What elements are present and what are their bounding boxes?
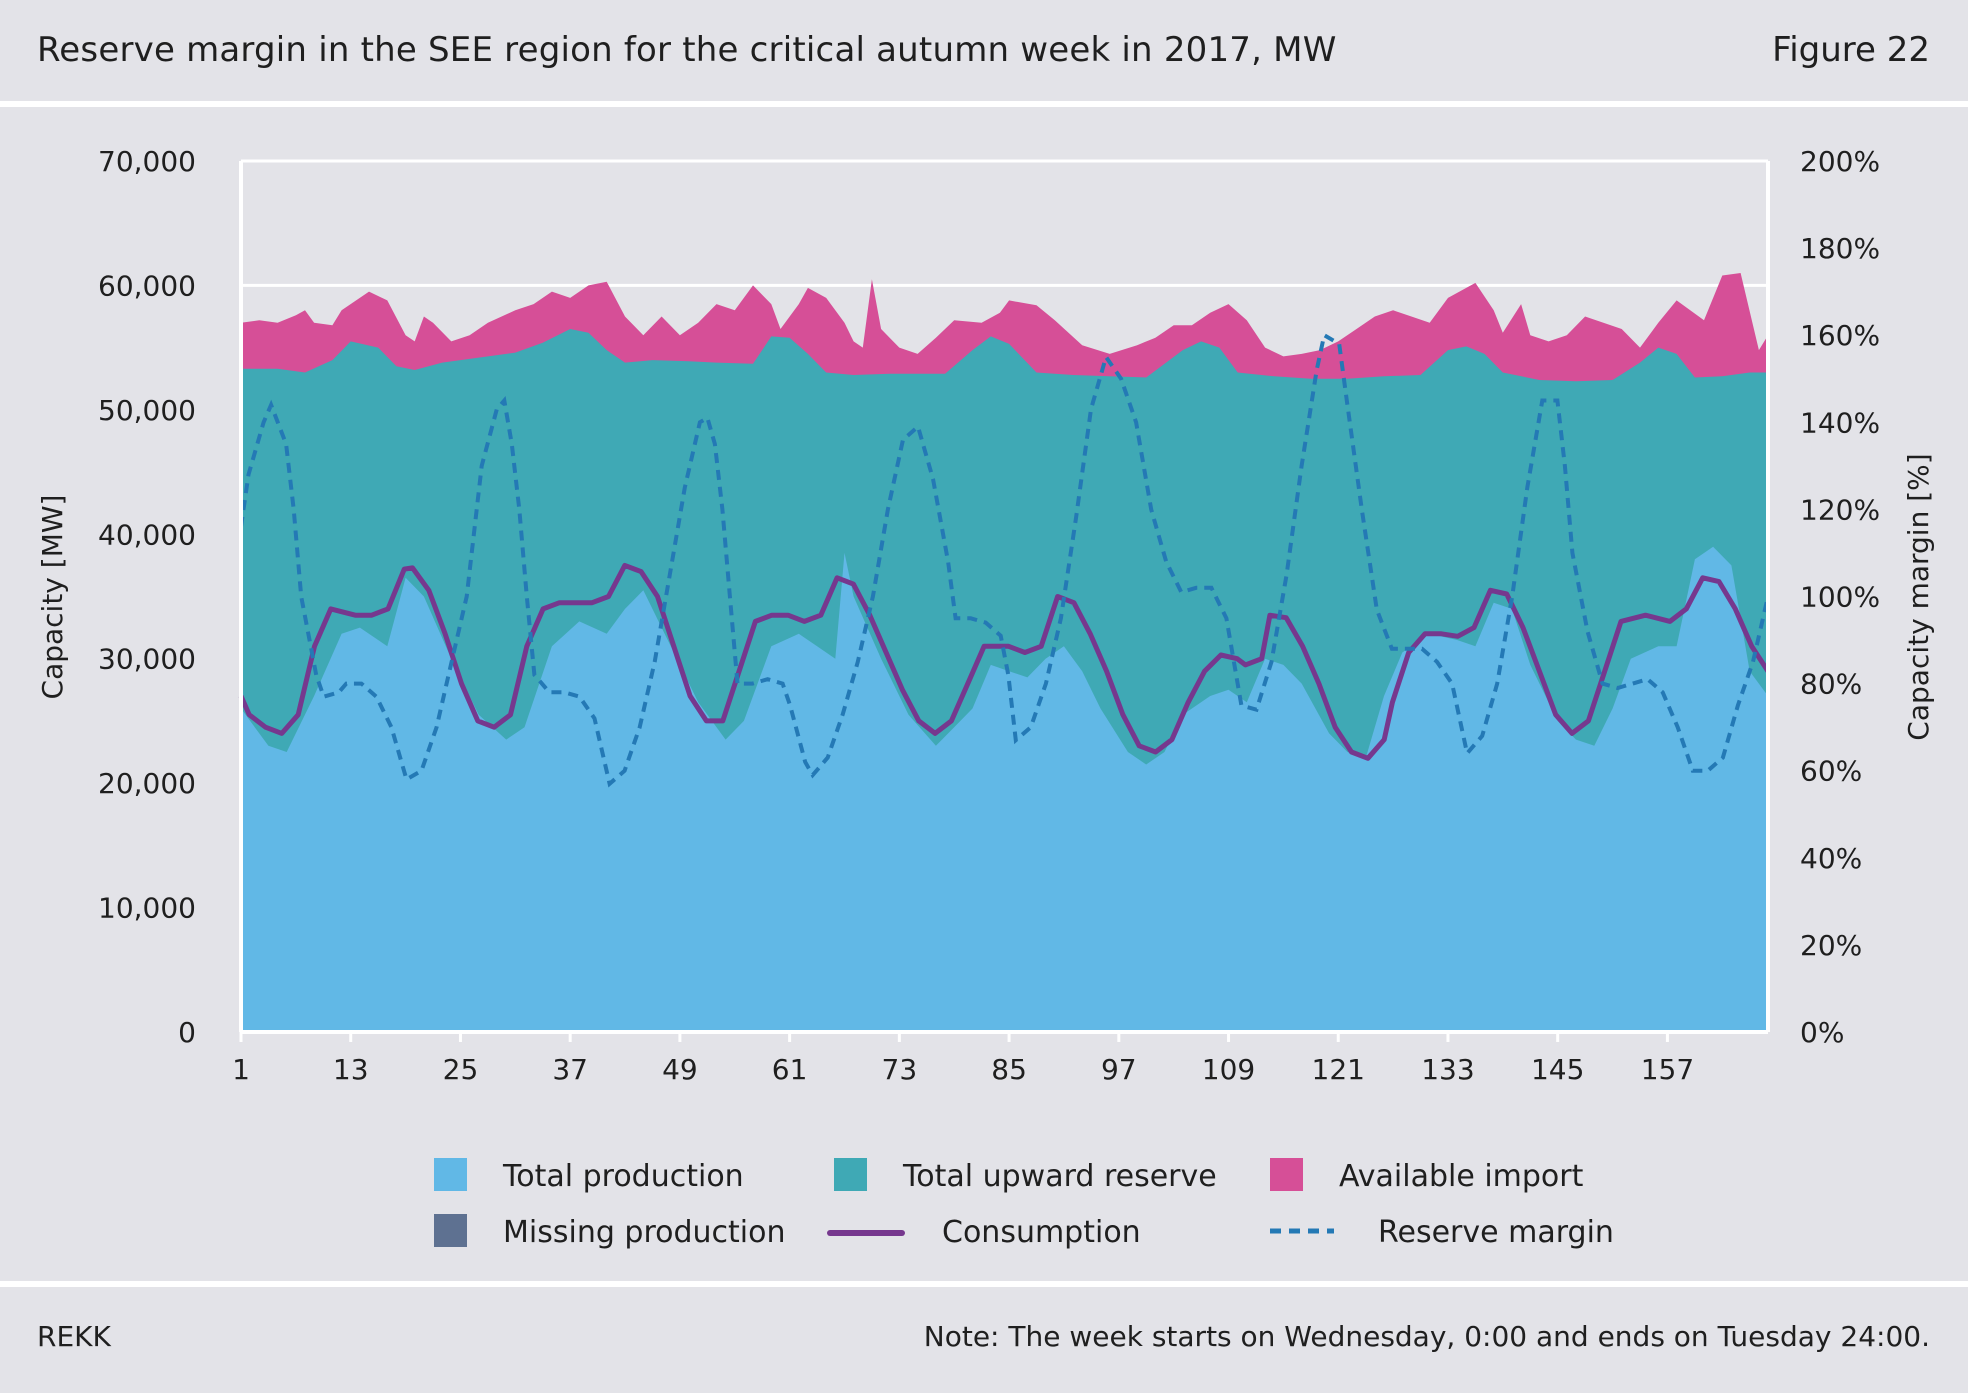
y-left-tick-label: 20,000 <box>98 767 196 800</box>
y-left-tick-label: 30,000 <box>98 643 196 676</box>
y-right-tick-label: 40% <box>1800 842 1862 875</box>
legend-label: Missing production <box>503 1215 786 1250</box>
line-series <box>238 332 1771 788</box>
x-tick-label: 157 <box>1641 1053 1694 1086</box>
x-tick-label: 49 <box>662 1053 698 1086</box>
x-tick-label: 25 <box>443 1053 479 1086</box>
legend-label: Total production <box>502 1159 744 1194</box>
x-tick-label: 73 <box>882 1053 918 1086</box>
y-left-ticks: 0 10,000 20,000 30,000 40,000 50,000 60,000 70,… <box>98 145 196 1049</box>
series-consumption <box>238 562 1771 761</box>
figure-number: Figure 22 <box>1772 30 1930 70</box>
legend-swatch <box>834 1158 867 1191</box>
legend: Total production Total upward reserve Avai… <box>434 1158 1614 1250</box>
y-right-ticks: 0% 20% 40% 60% 80% 100% 120% 140% 160% 180% 200% <box>1800 145 1880 1049</box>
footer-note: Note: The week starts on Wednesday, 0:00… <box>923 1320 1930 1353</box>
x-tick-label: 97 <box>1101 1053 1137 1086</box>
chart-svg: 0 10,000 20,000 30,000 40,000 50,000 60,000 70,… <box>36 145 1935 1250</box>
y-right-tick-label: 120% <box>1800 493 1880 526</box>
x-tick-label: 37 <box>552 1053 588 1086</box>
y-left-tick-label: 40,000 <box>98 518 196 551</box>
x-tick-label: 133 <box>1421 1053 1474 1086</box>
x-tick-label: 121 <box>1312 1053 1365 1086</box>
y-right-tick-label: 140% <box>1800 406 1880 439</box>
y-right-tick-label: 160% <box>1800 319 1880 352</box>
header-divider <box>0 101 1968 107</box>
legend-swatch <box>1270 1158 1303 1191</box>
area-series <box>241 273 1768 1032</box>
x-tick-label: 145 <box>1531 1053 1584 1086</box>
y-right-title: Capacity margin [%] <box>1902 453 1935 740</box>
legend-label: Available import <box>1339 1159 1584 1194</box>
x-ticks: 1 13 25 37 49 61 73 85 97 109 121 133 145 157 <box>232 1032 1694 1086</box>
legend-label: Reserve margin <box>1378 1215 1614 1250</box>
y-right-tick-label: 60% <box>1800 755 1862 788</box>
x-tick-label: 61 <box>772 1053 808 1086</box>
y-left-tick-label: 10,000 <box>98 892 196 925</box>
series-total-production <box>241 546 1768 1032</box>
y-left-tick-label: 50,000 <box>98 394 196 427</box>
x-tick-label: 13 <box>333 1053 369 1086</box>
y-right-tick-label: 100% <box>1800 581 1880 614</box>
y-right-tick-label: 200% <box>1800 145 1880 178</box>
legend-swatch <box>434 1158 467 1191</box>
chart-title: Reserve margin in the SEE region for the… <box>37 30 1337 70</box>
y-right-tick-label: 0% <box>1800 1016 1844 1049</box>
x-tick-label: 1 <box>232 1053 250 1086</box>
y-right-tick-label: 180% <box>1800 232 1880 265</box>
x-tick-label: 109 <box>1202 1053 1255 1086</box>
legend-label: Total upward reserve <box>902 1159 1217 1194</box>
x-tick-label: 85 <box>991 1053 1027 1086</box>
y-right-tick-label: 80% <box>1800 668 1862 701</box>
axes <box>239 159 1770 1034</box>
footer-divider <box>0 1281 1968 1287</box>
y-left-tick-label: 0 <box>178 1016 196 1049</box>
y-left-tick-label: 70,000 <box>98 145 196 178</box>
series-reserve-margin <box>239 332 1770 788</box>
legend-label: Consumption <box>942 1215 1141 1250</box>
chart-area: 0 10,000 20,000 30,000 40,000 50,000 60,000 70,… <box>0 107 1968 1281</box>
legend-swatch <box>434 1214 467 1247</box>
y-right-tick-label: 20% <box>1800 929 1862 962</box>
source-label: REKK <box>37 1320 111 1353</box>
figure-header: Reserve margin in the SEE region for the… <box>0 0 1968 100</box>
y-left-title: Capacity [MW] <box>36 495 69 700</box>
y-left-tick-label: 60,000 <box>98 269 196 302</box>
